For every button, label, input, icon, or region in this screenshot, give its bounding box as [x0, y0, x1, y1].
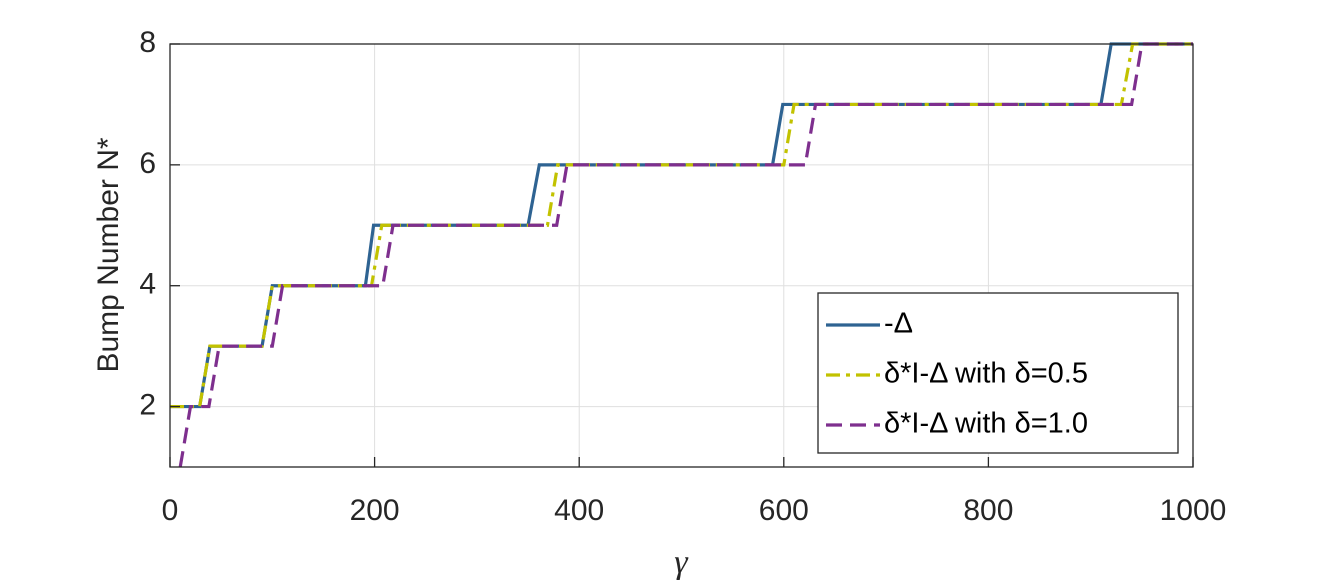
series-line — [170, 42, 1193, 409]
legend-label: δ*I-Δ with δ=1.0 — [884, 408, 1088, 440]
ticks: 0 200 400 600 800 1000 2 4 6 8 — [139, 26, 1226, 527]
legend: -Δ δ*I-Δ with δ=0.5 δ*I-Δ with δ=1.0 — [817, 292, 1179, 454]
y-tick-label: 6 — [139, 147, 156, 180]
y-tick-label: 8 — [139, 26, 156, 59]
x-tick-label: 800 — [963, 494, 1013, 527]
legend-label: δ*I-Δ with δ=0.5 — [884, 358, 1088, 390]
y-tick-label: 4 — [139, 268, 156, 301]
x-tick-label: 400 — [554, 494, 604, 527]
legend-label: -Δ — [884, 308, 913, 340]
series-line — [178, 42, 1193, 468]
y-tick-label: 2 — [139, 388, 156, 421]
lines — [170, 42, 1193, 468]
x-tick-label: 600 — [759, 494, 809, 527]
y-axis-label: Bump Number N* — [92, 137, 125, 372]
x-axis-label: γ — [674, 544, 689, 581]
x-tick-label: 200 — [350, 494, 400, 527]
plot-frame — [169, 43, 1194, 468]
x-tick-label: 1000 — [1160, 494, 1227, 527]
x-tick-label: 0 — [162, 494, 179, 527]
